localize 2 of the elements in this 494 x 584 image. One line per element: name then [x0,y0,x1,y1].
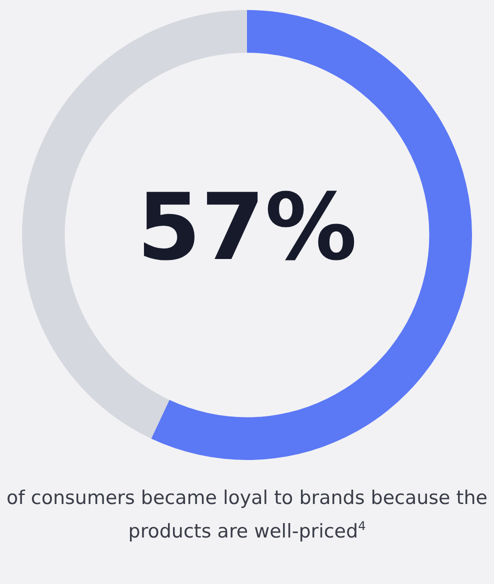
text: of consumers became loyal to brands because the products are well-priced$^{4}$ [6,486,488,544]
data-label: 57% [136,174,358,281]
